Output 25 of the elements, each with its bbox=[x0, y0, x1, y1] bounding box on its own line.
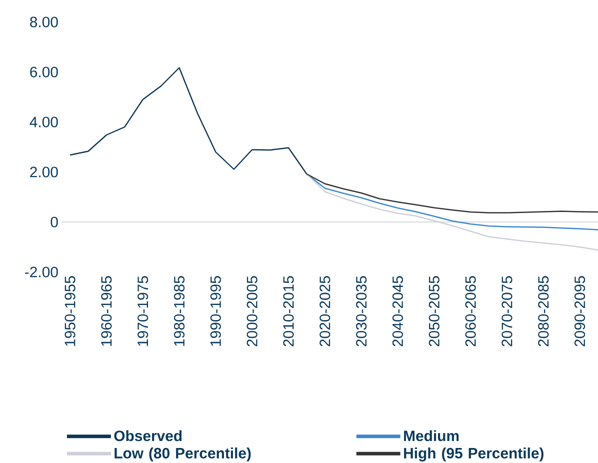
y-tick-label: 6.00 bbox=[30, 66, 58, 78]
x-tick-label: 2030-2035 bbox=[356, 276, 367, 346]
x-tick-label: 1980-1985 bbox=[174, 276, 185, 346]
legend-label: Observed bbox=[114, 430, 182, 442]
legend-label: Low (80 Percentile) bbox=[114, 448, 251, 462]
y-tick-label: 0 bbox=[50, 216, 58, 228]
x-tick-label: 1970-1975 bbox=[138, 276, 148, 346]
x-tick-label: 1960-1965 bbox=[101, 276, 112, 346]
y-tick-label: -2.00 bbox=[25, 266, 58, 278]
y-tick-label: 8.00 bbox=[30, 16, 58, 28]
x-tick-label: 2090-2095 bbox=[574, 276, 586, 346]
x-tick-label: 2010-2015 bbox=[283, 276, 294, 346]
legend-label: Medium bbox=[404, 430, 459, 442]
x-tick-label: 1950-1955 bbox=[64, 276, 76, 346]
x-tick-label: 2000-2005 bbox=[246, 276, 258, 346]
x-tick-label: 2020-2025 bbox=[320, 276, 330, 346]
y-tick-label: 4.00 bbox=[30, 116, 58, 128]
x-tick-label: 2070-2075 bbox=[502, 276, 512, 346]
x-tick-label: 2080-2085 bbox=[538, 276, 549, 346]
x-tick-label: 1990-1995 bbox=[210, 276, 221, 346]
y-tick-label: 2.00 bbox=[30, 166, 58, 178]
x-tick-label: 2040-2045 bbox=[392, 276, 404, 346]
legend-label: High (95 Percentile) bbox=[404, 448, 544, 462]
x-tick-label: 2060-2065 bbox=[465, 276, 476, 346]
x-tick-label: 2050-2055 bbox=[428, 276, 440, 346]
